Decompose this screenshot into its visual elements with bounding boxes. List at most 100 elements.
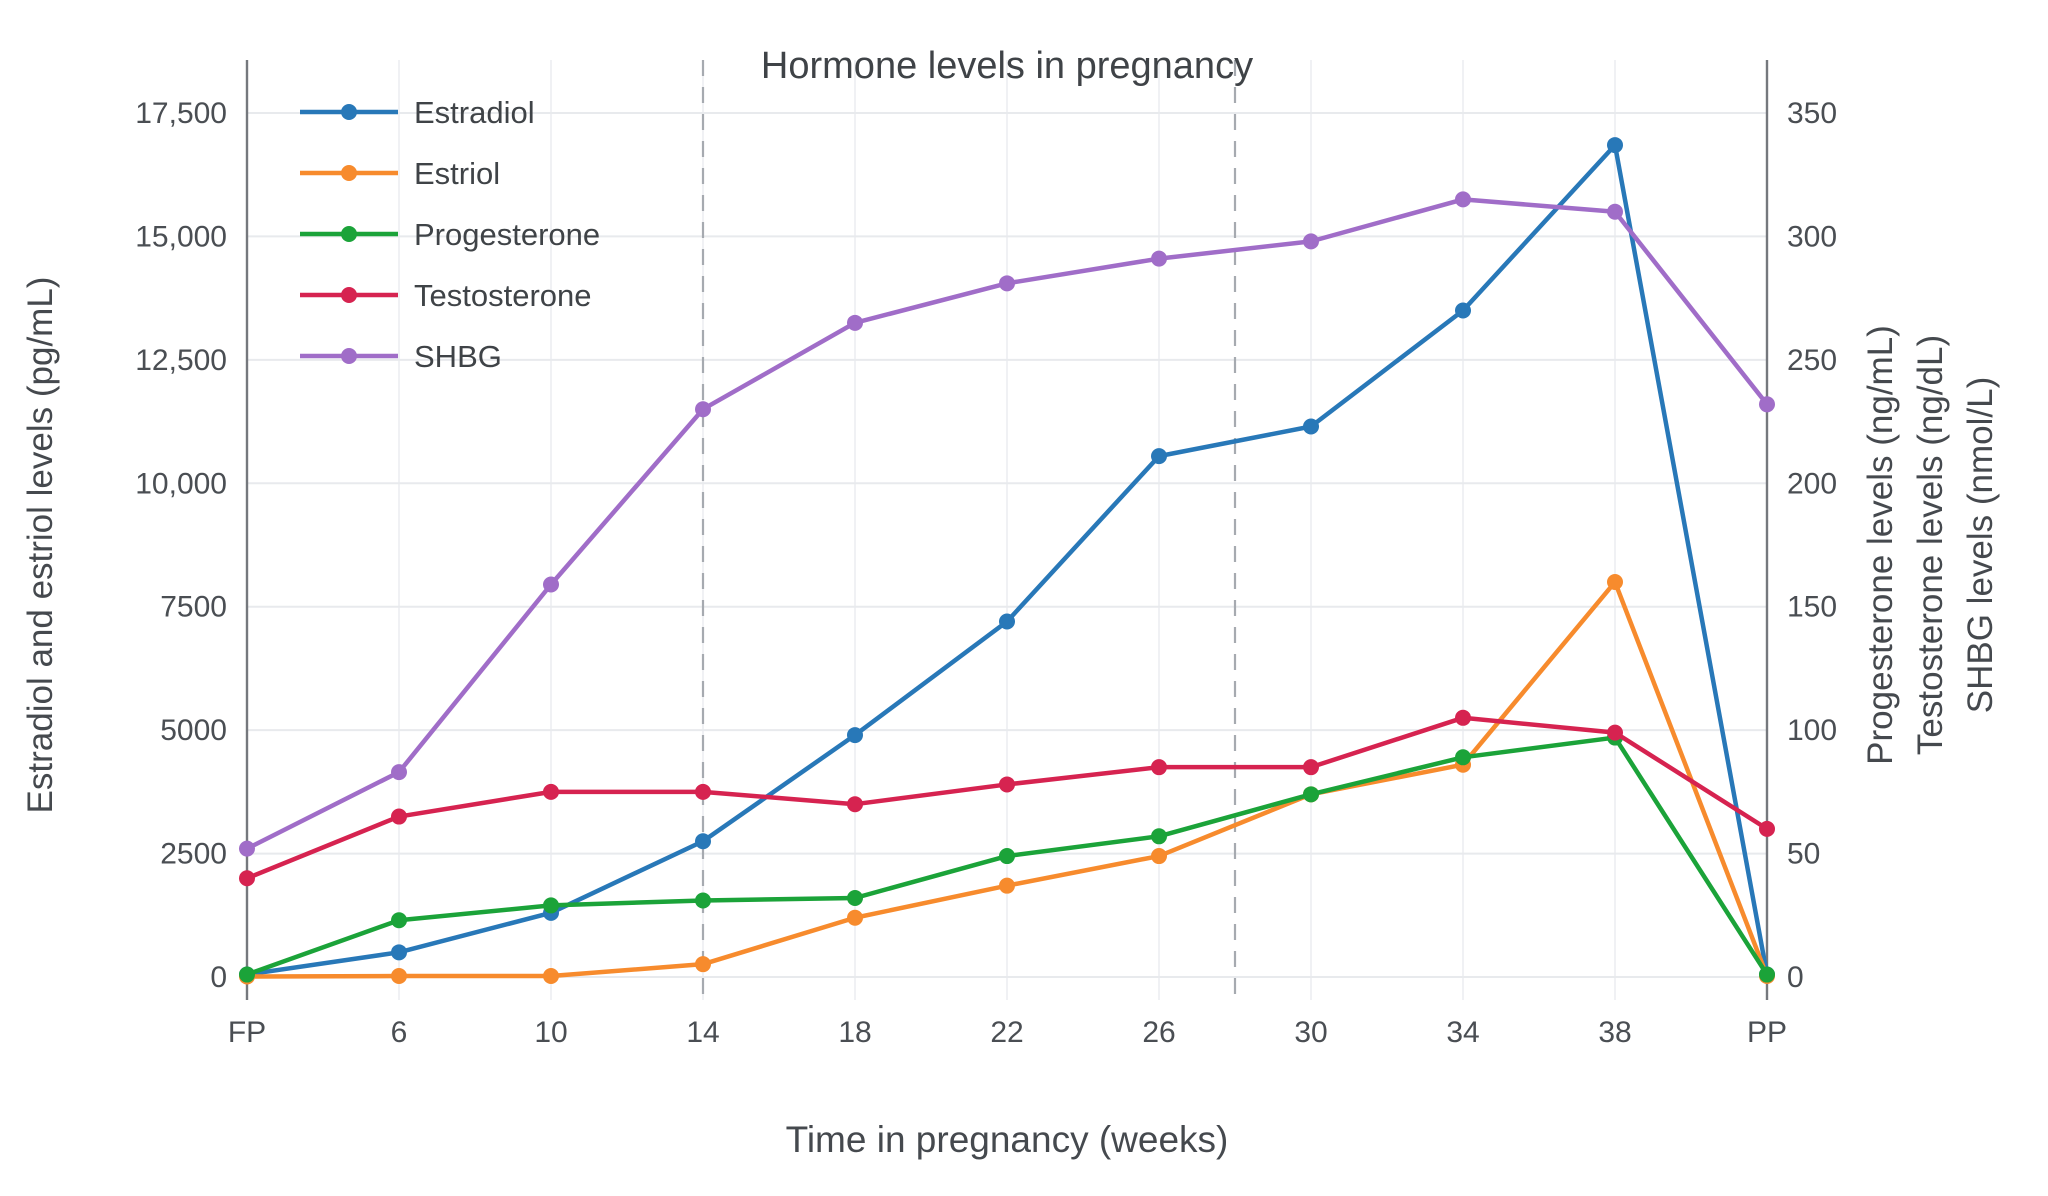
series-marker-estradiol: [1151, 448, 1167, 465]
x-tick-label: 22: [990, 1016, 1023, 1049]
series-marker-progesterone: [695, 892, 711, 909]
legend-label: SHBG: [414, 339, 502, 374]
legend: Estradiol Estriol Progesterone Testosterone…: [300, 95, 600, 374]
y-right-tick-label: 100: [1787, 714, 1837, 747]
legend-marker: [341, 348, 357, 364]
series-marker-progesterone: [391, 912, 407, 929]
series-marker-progesterone: [543, 897, 559, 914]
series-marker-estradiol: [1607, 137, 1623, 154]
x-tick-label: 38: [1598, 1016, 1631, 1049]
legend-label: Progesterone: [414, 217, 600, 252]
series-marker-estradiol: [999, 613, 1015, 630]
y-left-tick-label: 5000: [160, 714, 227, 747]
y-right-tick-label: 50: [1787, 838, 1820, 871]
y-left-tick-label: 10,000: [135, 467, 227, 500]
series-marker-estradiol: [1455, 302, 1471, 319]
series-marker-testosterone: [1151, 759, 1167, 776]
series-marker-progesterone: [999, 848, 1015, 865]
legend-marker: [341, 226, 357, 242]
y-right-tick-label: 350: [1787, 97, 1837, 130]
x-tick-label: PP: [1747, 1016, 1787, 1049]
y-right-tick-label: 150: [1787, 591, 1837, 624]
y-right-tick-label: 0: [1787, 961, 1804, 994]
chart-title: Hormone levels in pregnancy: [761, 45, 1253, 87]
grid-layer: [247, 60, 1767, 1000]
series-marker-shbg: [1303, 233, 1319, 250]
legend-item-testosterone[interactable]: Testosterone: [300, 278, 592, 313]
x-tick-label: 30: [1294, 1016, 1327, 1049]
series-marker-progesterone: [847, 890, 863, 907]
series-marker-testosterone: [391, 808, 407, 825]
y-axis-right-title-progesterone: Progesterone levels (ng/mL): [1861, 325, 1900, 765]
axis-tick-labels: 0 2500 5000 7500 10,000 12,500 15,000 17,500 0 50…: [135, 97, 1837, 1049]
x-axis-title: Time in pregnancy (weeks): [786, 1119, 1229, 1160]
series-marker-shbg: [391, 764, 407, 781]
series-marker-estradiol: [695, 833, 711, 850]
y-left-tick-label: 12,500: [135, 344, 227, 377]
x-tick-label: 14: [686, 1016, 719, 1049]
series-marker-estradiol: [1303, 418, 1319, 435]
legend-label: Estriol: [414, 156, 500, 191]
series-marker-progesterone: [1455, 749, 1471, 766]
y-axis-left-title: Estradiol and estriol levels (pg/mL): [21, 277, 60, 814]
legend-item-shbg[interactable]: SHBG: [300, 339, 502, 374]
series-marker-testosterone: [999, 776, 1015, 793]
y-right-tick-label: 250: [1787, 344, 1837, 377]
series-marker-shbg: [1759, 396, 1775, 413]
series-marker-testosterone: [1607, 724, 1623, 741]
y-left-tick-label: 7500: [160, 591, 227, 624]
legend-item-progesterone[interactable]: Progesterone: [300, 217, 600, 252]
legend-label: Estradiol: [414, 95, 535, 130]
y-left-tick-label: 0: [210, 961, 227, 994]
series-marker-estradiol: [391, 944, 407, 961]
series-marker-estriol: [391, 968, 407, 985]
series-marker-shbg: [1455, 191, 1471, 208]
series-marker-shbg: [1607, 203, 1623, 220]
y-axis-right-title-shbg: SHBG levels (nmol/L): [1961, 377, 2000, 713]
series-marker-shbg: [543, 576, 559, 593]
series-marker-progesterone: [1759, 966, 1775, 983]
series-layer: [239, 137, 1775, 985]
y-right-tick-label: 200: [1787, 467, 1837, 500]
series-marker-estradiol: [847, 727, 863, 744]
series-marker-shbg: [847, 314, 863, 331]
legend-label: Testosterone: [414, 278, 592, 313]
x-tick-label: 26: [1142, 1016, 1175, 1049]
series-marker-estriol: [695, 956, 711, 973]
series-marker-testosterone: [239, 870, 255, 887]
series-marker-estriol: [999, 877, 1015, 894]
series-marker-testosterone: [695, 783, 711, 800]
legend-marker: [341, 165, 357, 181]
series-marker-estriol: [1607, 574, 1623, 591]
series-marker-estriol: [847, 909, 863, 926]
x-tick-label: 34: [1446, 1016, 1479, 1049]
legend-marker: [341, 104, 357, 120]
x-tick-label: 10: [534, 1016, 567, 1049]
x-tick-label: FP: [228, 1016, 266, 1049]
y-left-tick-label: 17,500: [135, 97, 227, 130]
legend-item-estradiol[interactable]: Estradiol: [300, 95, 535, 130]
y-right-tick-label: 300: [1787, 220, 1837, 253]
series-marker-testosterone: [543, 783, 559, 800]
series-marker-shbg: [1151, 250, 1167, 267]
x-tick-label: 6: [391, 1016, 408, 1049]
series-marker-shbg: [239, 840, 255, 857]
series-marker-testosterone: [1759, 820, 1775, 837]
series-marker-testosterone: [1455, 709, 1471, 726]
x-tick-label: 18: [838, 1016, 871, 1049]
y-axis-right-title-testosterone: Testosterone levels (ng/dL): [1911, 335, 1950, 755]
y-left-tick-label: 2500: [160, 838, 227, 871]
series-marker-testosterone: [847, 796, 863, 813]
series-marker-testosterone: [1303, 759, 1319, 776]
series-marker-shbg: [695, 401, 711, 418]
legend-marker: [341, 287, 357, 303]
y-left-tick-label: 15,000: [135, 220, 227, 253]
series-marker-progesterone: [1151, 828, 1167, 845]
series-marker-estriol: [543, 968, 559, 985]
legend-item-estriol[interactable]: Estriol: [300, 156, 500, 191]
series-marker-shbg: [999, 275, 1015, 292]
series-marker-progesterone: [1303, 786, 1319, 803]
series-marker-estriol: [1151, 848, 1167, 865]
